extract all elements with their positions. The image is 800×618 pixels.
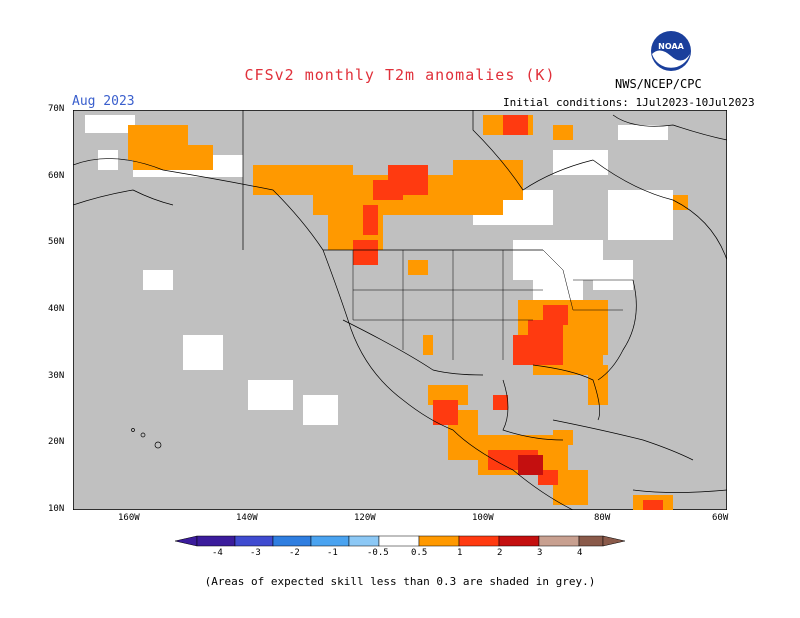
svg-text:NOAA: NOAA	[658, 42, 684, 51]
colorbar-tick: -0.5	[367, 548, 389, 558]
state-borders	[352, 249, 633, 360]
coastlines	[73, 110, 727, 510]
lat-label-60n: 60N	[48, 171, 65, 181]
anomaly-2-3	[518, 455, 543, 475]
lon-label-60w: 60W	[712, 513, 729, 523]
noaa-logo: NOAA	[651, 31, 691, 71]
colorbar-tick: 0.5	[411, 548, 428, 558]
colorbar-tick: -1	[327, 548, 338, 558]
hawaii-islands	[131, 428, 162, 449]
lon-label-100w: 100W	[472, 513, 494, 523]
colorbar-tick: 1	[457, 548, 463, 558]
lon-label-120w: 120W	[354, 513, 376, 523]
lat-label-40n: 40N	[48, 304, 65, 314]
colorbar-tick: 3	[537, 548, 543, 558]
colorbar-tick: -2	[289, 548, 300, 558]
lat-label-30n: 30N	[48, 371, 65, 381]
colorbar-tick: 2	[497, 548, 503, 558]
lon-label-80w: 80W	[594, 513, 611, 523]
colorbar-tick: -3	[250, 548, 261, 558]
colorbar	[175, 535, 625, 547]
map-title: CFSv2 monthly T2m anomalies (K)	[244, 66, 556, 84]
lon-label-140w: 140W	[236, 513, 258, 523]
lat-label-20n: 20N	[48, 437, 65, 447]
lat-label-50n: 50N	[48, 237, 65, 247]
skill-note: (Areas of expected skill less than 0.3 a…	[204, 575, 596, 588]
lat-label-70n: 70N	[48, 104, 65, 114]
lat-label-10n: 10N	[48, 504, 65, 514]
agency-label: NWS/NCEP/CPC	[615, 77, 702, 91]
anomaly-map	[73, 110, 727, 510]
initial-conditions-label: Initial conditions: 1Jul2023-10Jul2023	[503, 96, 755, 109]
lon-label-160w: 160W	[118, 513, 140, 523]
colorbar-tick: -4	[212, 548, 223, 558]
colorbar-tick: 4	[577, 548, 583, 558]
forecast-month-label: Aug 2023	[72, 94, 135, 109]
